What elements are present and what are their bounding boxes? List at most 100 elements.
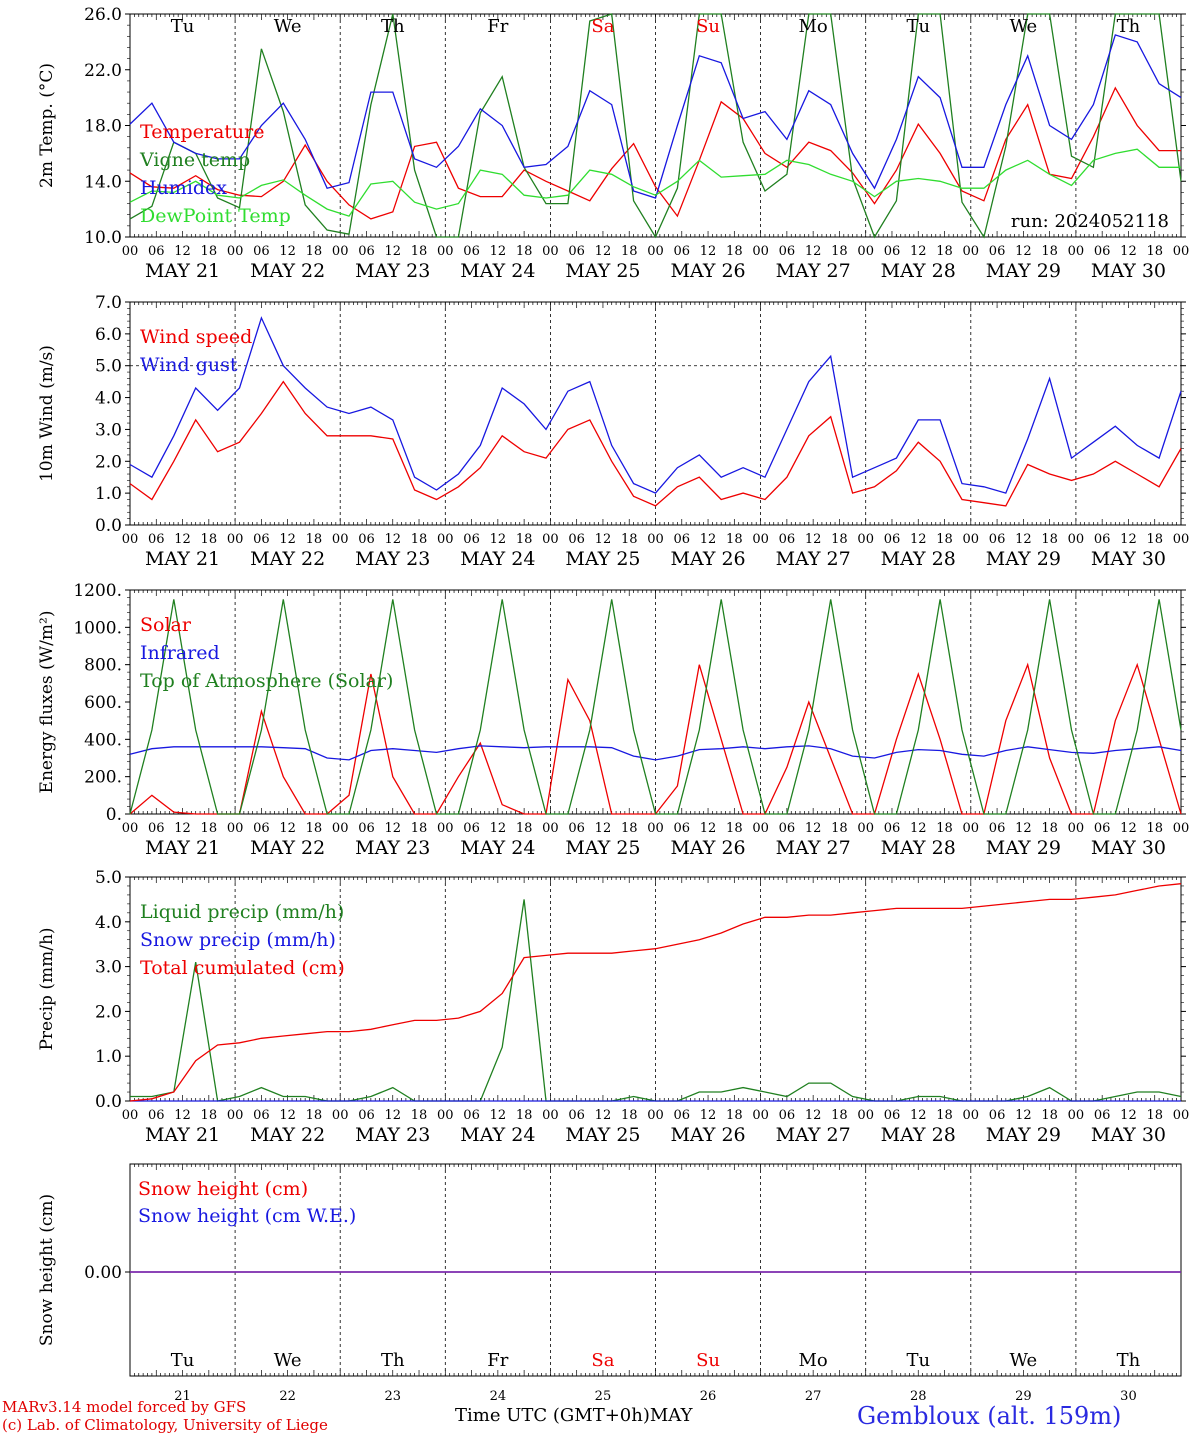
hour-tick-label: 00 xyxy=(857,532,874,547)
hour-tick-label: 00 xyxy=(122,532,139,547)
hour-tick-label: 06 xyxy=(148,532,165,547)
hour-tick-label: 18 xyxy=(726,1108,743,1123)
day-number: 23 xyxy=(384,1389,401,1404)
hour-tick-label: 12 xyxy=(490,1108,507,1123)
hour-tick-label: 00 xyxy=(963,244,980,259)
hour-tick-label: 12 xyxy=(910,244,927,259)
day-name: Su xyxy=(696,1350,720,1371)
hour-tick-label: 00 xyxy=(752,1108,769,1123)
hour-tick-label: 00 xyxy=(122,1108,139,1123)
day-number: 21 xyxy=(174,1389,191,1404)
run-label: run: 2024052118 xyxy=(1011,211,1169,232)
hour-tick-label: 06 xyxy=(253,821,270,836)
hour-tick-label: 12 xyxy=(700,821,717,836)
day-number: 22 xyxy=(279,1389,296,1404)
y-tick-label: 2.0 xyxy=(95,452,122,472)
y-axis-title: 10m Wind (m/s) xyxy=(37,345,57,482)
hour-tick-label: 12 xyxy=(595,244,612,259)
hour-tick-label: 06 xyxy=(989,532,1006,547)
hour-tick-label: 12 xyxy=(490,244,507,259)
y-tick-label: 22.0 xyxy=(84,61,122,81)
hour-tick-label: 06 xyxy=(674,821,691,836)
hour-tick-label: 12 xyxy=(1015,244,1032,259)
hour-tick-label: 12 xyxy=(279,821,296,836)
legend-entry: Snow height (cm W.E.) xyxy=(138,1205,356,1227)
legend-entry: Liquid precip (mm/h) xyxy=(140,901,344,923)
legend-entry: Humidex xyxy=(140,177,227,199)
date-label: MAY 24 xyxy=(460,837,535,859)
hour-tick-label: 18 xyxy=(516,244,533,259)
day-name: Mo xyxy=(799,16,828,37)
x-axis-label-text: Time UTC (GMT+0h) xyxy=(455,1405,650,1426)
legend-entry: Total cumulated (cm) xyxy=(140,957,345,979)
legend-entry: Temperature xyxy=(140,121,264,143)
hour-tick-label: 06 xyxy=(1094,1108,1111,1123)
hour-tick-label: 00 xyxy=(857,244,874,259)
y-tick-label: 10.0 xyxy=(84,228,122,248)
date-label: MAY 21 xyxy=(145,837,220,859)
hour-tick-label: 18 xyxy=(306,532,323,547)
y-tick-label: 1000. xyxy=(73,618,122,638)
date-label: MAY 28 xyxy=(881,1124,956,1146)
y-tick-label: 400. xyxy=(84,730,122,750)
legend-entry: DewPoint Temp xyxy=(140,205,291,227)
series-line-1 xyxy=(129,86,1181,220)
hour-tick-label: 06 xyxy=(253,532,270,547)
date-label: MAY 30 xyxy=(1091,837,1166,859)
hour-tick-label: 12 xyxy=(1015,821,1032,836)
hour-tick-label: 06 xyxy=(779,821,796,836)
hour-tick-label: 18 xyxy=(936,532,953,547)
date-label: MAY 29 xyxy=(986,548,1061,570)
date-label: MAY 22 xyxy=(250,837,325,859)
hour-tick-label: 00 xyxy=(542,1108,559,1123)
hour-tick-label: 00 xyxy=(437,244,454,259)
y-tick-label: 5.0 xyxy=(95,357,122,377)
date-label: MAY 27 xyxy=(776,548,851,570)
hour-tick-label: 06 xyxy=(989,821,1006,836)
hour-tick-label: 00 xyxy=(437,821,454,836)
y-axis-title: Precip (mm/h) xyxy=(37,927,57,1050)
hour-tick-label: 00 xyxy=(437,532,454,547)
hour-tick-label: 06 xyxy=(463,244,480,259)
date-label: MAY 28 xyxy=(881,837,956,859)
hour-tick-label: 12 xyxy=(279,244,296,259)
hour-tick-label: 06 xyxy=(148,821,165,836)
plot-frame xyxy=(129,301,1182,526)
hour-tick-label: 06 xyxy=(989,244,1006,259)
hour-tick-label: 06 xyxy=(884,1108,901,1123)
lab-credit: (c) Lab. of Climatology, University of L… xyxy=(2,1416,328,1434)
hour-tick-label: 00 xyxy=(437,1108,454,1123)
hour-tick-label: 06 xyxy=(568,821,585,836)
hour-tick-label: 12 xyxy=(384,532,401,547)
hour-tick-label: 12 xyxy=(174,244,191,259)
y-tick-label: 6.0 xyxy=(95,325,122,345)
legend-entry: Top of Atmosphere (Solar) xyxy=(140,670,393,692)
hour-tick-label: 18 xyxy=(726,244,743,259)
hour-tick-label: 18 xyxy=(1041,821,1058,836)
y-tick-label: 800. xyxy=(84,656,122,676)
date-label: MAY 29 xyxy=(986,837,1061,859)
hour-tick-label: 12 xyxy=(805,532,822,547)
chart-panel-3: 0. 200. 400. 600. 800. 1000. 1200. Energy fluxe… xyxy=(37,581,1189,859)
hour-tick-label: 12 xyxy=(384,1108,401,1123)
hour-tick-label: 12 xyxy=(174,532,191,547)
hour-tick-label: 06 xyxy=(358,532,375,547)
hour-tick-label: 18 xyxy=(1041,244,1058,259)
legend-entry: Vigne temp xyxy=(139,149,250,171)
hour-tick-label: 12 xyxy=(910,532,927,547)
hour-tick-label: 06 xyxy=(358,244,375,259)
y-tick-label: 600. xyxy=(84,693,122,713)
day-name: We xyxy=(1010,16,1038,37)
hour-tick-label: 12 xyxy=(174,1108,191,1123)
chart-panel-1: 10.0 14.0 18.0 22.0 26.0 2m Temp. (°C) Tempera… xyxy=(37,5,1189,282)
hour-tick-label: 00 xyxy=(647,532,664,547)
hour-tick-label: 18 xyxy=(516,532,533,547)
hour-tick-label: 00 xyxy=(332,244,349,259)
hour-tick-label: 00 xyxy=(963,821,980,836)
hour-tick-label: 18 xyxy=(1146,821,1163,836)
date-label: MAY 26 xyxy=(670,548,745,570)
day-name: Th xyxy=(381,16,405,37)
series-line-3 xyxy=(129,883,1182,1102)
day-number: 28 xyxy=(910,1389,927,1404)
hour-tick-label: 12 xyxy=(910,1108,927,1123)
